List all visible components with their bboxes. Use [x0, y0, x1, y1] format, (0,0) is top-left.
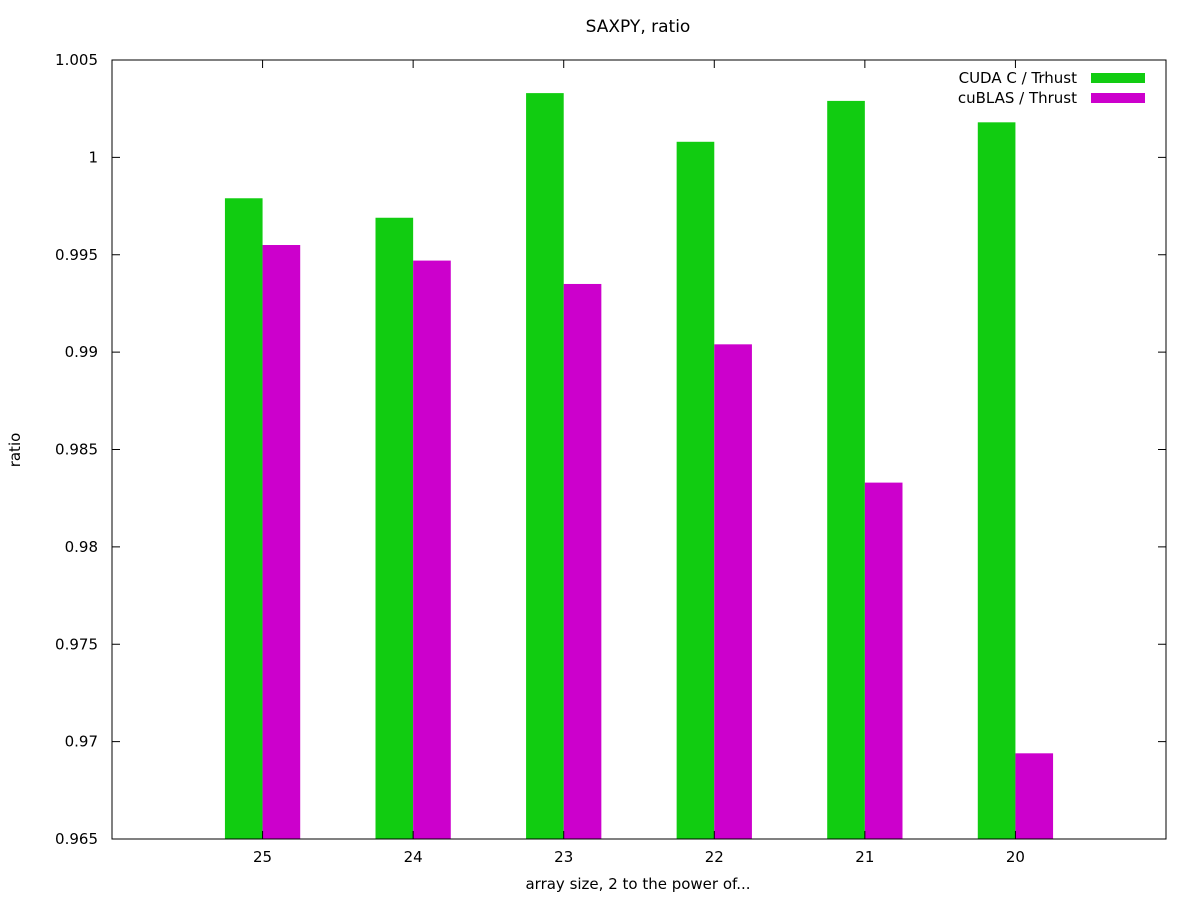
- x-tick-label: 24: [404, 848, 423, 866]
- y-tick-label: 0.995: [55, 246, 98, 264]
- ticks-layer: 0.965 0.97 0.975 0.98 0.985 0.99 0.995 1 1.005 25…: [55, 51, 1166, 866]
- bar-2-23: [563, 283, 602, 840]
- x-axis-label: array size, 2 to the power of...: [525, 875, 750, 893]
- y-tick-label: 1.005: [55, 51, 98, 69]
- y-axis-label: ratio: [6, 433, 24, 468]
- bar-1-24: [375, 217, 414, 839]
- bar-1-23: [526, 93, 564, 840]
- bar-2-21: [864, 482, 903, 839]
- y-tick-label: 1: [88, 148, 98, 166]
- bar-2-24: [413, 260, 451, 840]
- y-tick-label: 0.965: [55, 830, 98, 848]
- bars-layer: [224, 93, 1054, 840]
- x-tick-label: 21: [855, 848, 874, 866]
- chart-title: SAXPY, ratio: [586, 17, 691, 37]
- legend-swatch: [1091, 73, 1145, 83]
- y-tick-label: 0.99: [65, 343, 98, 361]
- x-tick-label: 23: [554, 848, 573, 866]
- legend: CUDA C / Trhust cuBLAS / Thrust: [958, 69, 1145, 107]
- bar-1-25: [224, 198, 263, 839]
- y-tick-label: 0.975: [55, 635, 98, 653]
- legend-label: CUDA C / Trhust: [959, 69, 1078, 87]
- y-tick-label: 0.98: [65, 538, 98, 556]
- x-tick-label: 25: [253, 848, 272, 866]
- plot-frame: [111, 59, 1167, 840]
- bar-1-20: [977, 122, 1016, 839]
- x-tick-label: 22: [705, 848, 724, 866]
- bar-2-20: [1015, 753, 1054, 839]
- legend-label: cuBLAS / Thrust: [958, 89, 1077, 107]
- y-tick-label: 0.985: [55, 441, 98, 459]
- x-tick-label: 20: [1006, 848, 1025, 866]
- bar-2-22: [714, 344, 752, 839]
- legend-swatch: [1091, 93, 1145, 103]
- bar-2-25: [262, 245, 301, 839]
- y-tick-label: 0.97: [65, 733, 98, 751]
- bar-1-21: [827, 100, 865, 839]
- bar-1-22: [676, 141, 715, 840]
